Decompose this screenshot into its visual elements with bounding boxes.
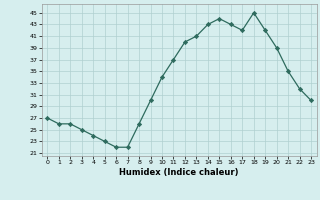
- X-axis label: Humidex (Indice chaleur): Humidex (Indice chaleur): [119, 168, 239, 177]
